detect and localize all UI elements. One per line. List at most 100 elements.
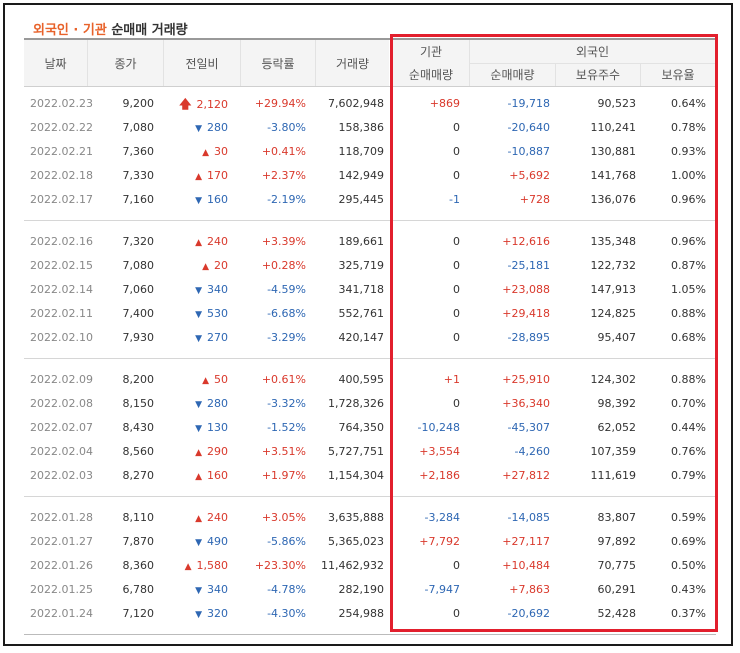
cell-hold-ratio: 0.70% [671, 397, 706, 410]
cell-volume: 282,190 [338, 583, 385, 596]
col-header-volume: 거래량 [335, 56, 370, 71]
down-triangle-icon: ▼ [195, 424, 202, 434]
cell-volume: 7,602,948 [328, 97, 384, 110]
table-row: 2022.01.25 6,780 ▼ 340 -4.78% 282,190 -7,947 +7… [24, 578, 716, 602]
table-row: 2022.02.18 7,330 ▲ 170 +2.37% 142,949 0 +5,692 1… [24, 164, 716, 188]
cell-date: 2022.02.18 [30, 169, 93, 182]
cell-foreign-net: -28,895 [507, 331, 550, 344]
cell-rate: -4.59% [267, 283, 306, 296]
up-triangle-icon: ▲ [184, 562, 192, 572]
cell-rate: +3.05% [261, 511, 306, 524]
cell-close: 7,360 [122, 145, 155, 158]
cell-holdings: 95,407 [597, 331, 637, 344]
table-row: 2022.02.07 8,430 ▼ 130 -1.52% 764,350 -10,248 -… [24, 416, 716, 440]
up-triangle-icon: ▲ [195, 238, 202, 248]
upper-limit-arrow-icon: 🡅 [179, 97, 192, 111]
screenshot-frame [3, 3, 733, 646]
cell-holdings: 98,392 [597, 397, 637, 410]
col-group-foreign: 외국인 [575, 45, 610, 59]
table-top-rule [24, 38, 716, 40]
cell-inst-net: 0 [453, 397, 460, 410]
cell-hold-ratio: 0.37% [671, 607, 706, 620]
cell-change: ▲ 240 [164, 506, 228, 530]
title-dot: · [68, 23, 83, 38]
cell-hold-ratio: 0.64% [671, 97, 706, 110]
cell-rate: +1.97% [261, 469, 306, 482]
table-row: 2022.02.16 7,320 ▲ 240 +3.39% 189,661 0 +12,616… [24, 230, 716, 254]
cell-hold-ratio: 0.96% [671, 193, 706, 206]
cell-change: ▲ 50 [164, 368, 228, 392]
cell-hold-ratio: 0.76% [671, 445, 706, 458]
cell-close: 7,080 [122, 121, 155, 134]
cell-change: ▼ 280 [164, 392, 228, 416]
col-group-institution: 기관 [419, 45, 443, 59]
cell-rate: -3.80% [267, 121, 306, 134]
change-value: 160 [207, 193, 228, 206]
cell-close: 7,060 [122, 283, 155, 296]
cell-inst-net: 0 [453, 235, 460, 248]
cell-inst-net: +7,792 [419, 535, 460, 548]
cell-holdings: 122,732 [590, 259, 637, 272]
change-value: 270 [207, 331, 228, 344]
group-separator [24, 358, 716, 359]
up-triangle-icon: ▲ [202, 262, 209, 272]
cell-close: 7,160 [122, 193, 155, 206]
cell-date: 2022.02.15 [30, 259, 93, 272]
cell-volume: 5,727,751 [328, 445, 384, 458]
cell-inst-net: 0 [453, 169, 460, 182]
table-row: 2022.02.14 7,060 ▼ 340 -4.59% 341,718 0 +23,088… [24, 278, 716, 302]
cell-volume: 295,445 [338, 193, 385, 206]
cell-inst-net: 0 [453, 259, 460, 272]
cell-hold-ratio: 0.43% [671, 583, 706, 596]
change-value: 240 [207, 511, 228, 524]
cell-rate: -1.52% [267, 421, 306, 434]
cell-hold-ratio: 0.79% [671, 469, 706, 482]
page-title: 외국인 · 기관 순매매 거래량 [33, 19, 188, 38]
cell-hold-ratio: 0.69% [671, 535, 706, 548]
cell-inst-net: 0 [453, 145, 460, 158]
down-triangle-icon: ▼ [195, 334, 202, 344]
cell-change: ▲ 30 [164, 140, 228, 164]
cell-rate: +29.94% [254, 97, 306, 110]
cell-close: 7,870 [122, 535, 155, 548]
cell-foreign-net: +27,117 [502, 535, 550, 548]
cell-rate: +0.41% [261, 145, 306, 158]
cell-rate: +0.61% [261, 373, 306, 386]
cell-rate: -5.86% [267, 535, 306, 548]
cell-foreign-net: +12,616 [502, 235, 550, 248]
cell-foreign-net: -45,307 [507, 421, 550, 434]
cell-date: 2022.02.14 [30, 283, 93, 296]
cell-rate: +0.28% [261, 259, 306, 272]
cell-hold-ratio: 0.50% [671, 559, 706, 572]
change-value: 280 [207, 121, 228, 134]
table-row: 2022.02.04 8,560 ▲ 290 +3.51% 5,727,751 +3,554… [24, 440, 716, 464]
cell-rate: -4.78% [267, 583, 306, 596]
col-header-foreign-net: 순매매량 [490, 68, 535, 82]
cell-foreign-net: +25,910 [502, 373, 550, 386]
cell-holdings: 110,241 [590, 121, 637, 134]
change-value: 30 [214, 145, 228, 158]
cell-foreign-net: +29,418 [502, 307, 550, 320]
change-value: 530 [207, 307, 228, 320]
table-row: 2022.02.11 7,400 ▼ 530 -6.68% 552,761 0 +29,418… [24, 302, 716, 326]
cell-rate: +3.51% [261, 445, 306, 458]
cell-date: 2022.02.09 [30, 373, 93, 386]
cell-close: 8,110 [122, 511, 155, 524]
table-row: 2022.01.28 8,110 ▲ 240 +3.05% 3,635,888 -3,284… [24, 506, 716, 530]
cell-change: ▼ 530 [164, 302, 228, 326]
cell-inst-net: +869 [429, 97, 460, 110]
cell-inst-net: 0 [453, 283, 460, 296]
cell-inst-net: 0 [453, 331, 460, 344]
col-header-date: 날짜 [44, 56, 67, 71]
cell-rate: -2.19% [267, 193, 306, 206]
up-triangle-icon: ▲ [202, 148, 209, 158]
cell-volume: 420,147 [338, 331, 385, 344]
cell-change: ▲ 20 [164, 254, 228, 278]
cell-volume: 254,988 [338, 607, 385, 620]
cell-close: 7,320 [122, 235, 155, 248]
cell-rate: +3.39% [261, 235, 306, 248]
change-value: 490 [207, 535, 228, 548]
down-triangle-icon: ▼ [195, 124, 202, 134]
col-header-close: 종가 [114, 56, 137, 71]
cell-volume: 5,365,023 [328, 535, 384, 548]
